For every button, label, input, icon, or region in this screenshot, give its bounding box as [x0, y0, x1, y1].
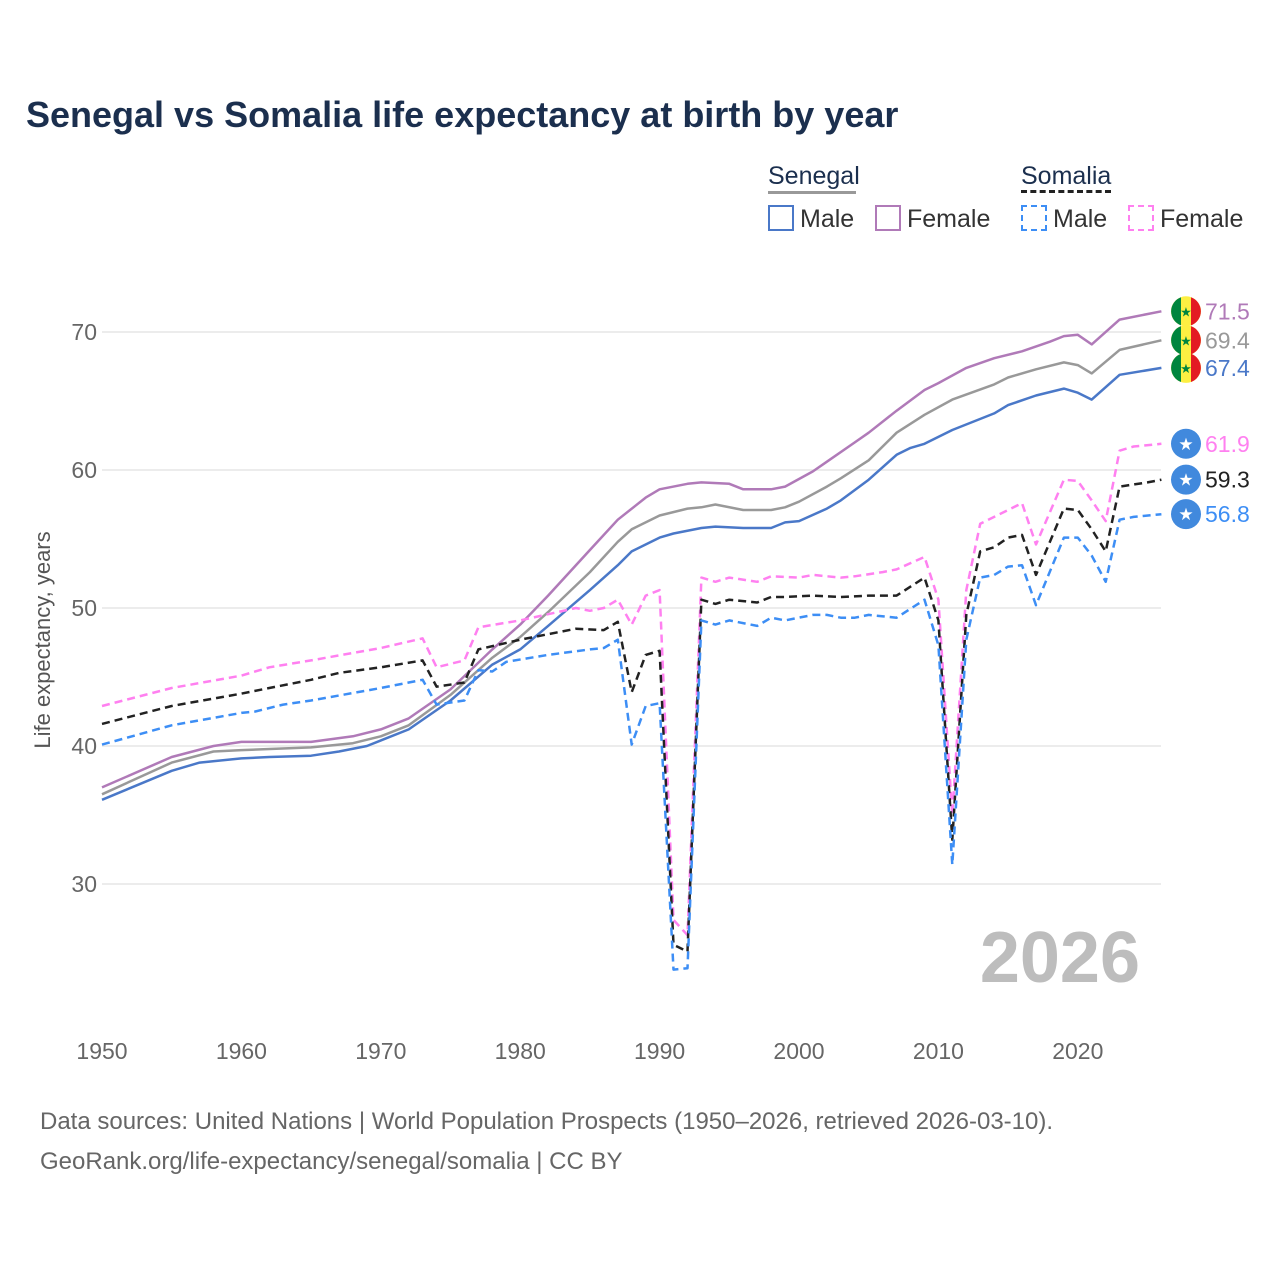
end-value-label: 71.5 [1205, 298, 1250, 324]
star-icon: ★ [1180, 361, 1192, 376]
end-value-label: 61.9 [1205, 431, 1250, 457]
end-value-label: 59.3 [1205, 467, 1250, 493]
x-tick-label: 2010 [913, 1038, 964, 1064]
senegal-flag-green [1171, 353, 1181, 382]
y-tick-label: 50 [71, 595, 97, 621]
series-line-senegal-male [101, 366, 1162, 801]
legend-senegal-female[interactable]: Female [875, 205, 990, 234]
y-tick-label: 60 [71, 457, 97, 483]
x-tick-label: 1970 [355, 1038, 406, 1064]
legend-somalia-female[interactable]: Female [1128, 205, 1243, 234]
x-tick-label: 2000 [773, 1038, 824, 1064]
x-tick-label: 2020 [1052, 1038, 1103, 1064]
legend-swatch [1128, 205, 1154, 231]
end-value-label: 67.4 [1205, 355, 1250, 381]
legend-senegal-line [768, 191, 856, 194]
legend-swatch [875, 205, 901, 231]
somalia-flag-icon [1171, 428, 1201, 459]
legend-group-somalia: Somalia [1021, 162, 1112, 190]
x-tick-label: 1990 [634, 1038, 685, 1064]
legend-swatch [1021, 205, 1047, 231]
x-tick-label: 1980 [495, 1038, 546, 1064]
y-axis-label: Life expectancy, years [30, 531, 55, 748]
star-icon: ★ [1178, 505, 1193, 524]
somalia-flag-icon [1171, 499, 1201, 530]
legend-swatch [768, 205, 794, 231]
legend-group-senegal: Senegal [768, 162, 860, 190]
series-line-senegal-female [101, 310, 1162, 789]
end-value-label: 56.8 [1205, 501, 1250, 527]
series-line-somalia [101, 478, 1162, 953]
y-tick-label: 70 [71, 319, 97, 345]
y-tick-label: 30 [71, 871, 97, 897]
senegal-flag-red [1191, 297, 1201, 326]
end-value-label: 69.4 [1205, 327, 1250, 353]
y-tick-label: 40 [71, 733, 97, 759]
senegal-flag-red [1191, 326, 1201, 355]
star-icon: ★ [1178, 471, 1193, 490]
x-tick-label: 1960 [216, 1038, 267, 1064]
senegal-flag-green [1171, 297, 1181, 326]
series-line-senegal [101, 339, 1162, 796]
x-tick-label: 1950 [76, 1038, 127, 1064]
footer-sources: Data sources: United Nations | World Pop… [40, 1108, 1054, 1135]
senegal-flag-red [1191, 353, 1201, 382]
somalia-flag-icon [1171, 464, 1201, 495]
star-icon: ★ [1180, 304, 1192, 319]
legend-somalia-male[interactable]: Male [1021, 205, 1107, 234]
star-icon: ★ [1178, 435, 1193, 454]
senegal-flag-green [1171, 326, 1181, 355]
legend-senegal-male[interactable]: Male [768, 205, 854, 234]
legend-somalia-line [1021, 190, 1111, 193]
chart-title: Senegal vs Somalia life expectancy at bi… [26, 94, 899, 135]
footer-link[interactable]: GeoRank.org/life-expectancy/senegal/soma… [40, 1148, 623, 1175]
series-line-somalia-male [101, 512, 1162, 971]
year-watermark: 2026 [980, 918, 1140, 998]
star-icon: ★ [1180, 333, 1192, 348]
series-line-somalia-female [101, 442, 1162, 937]
